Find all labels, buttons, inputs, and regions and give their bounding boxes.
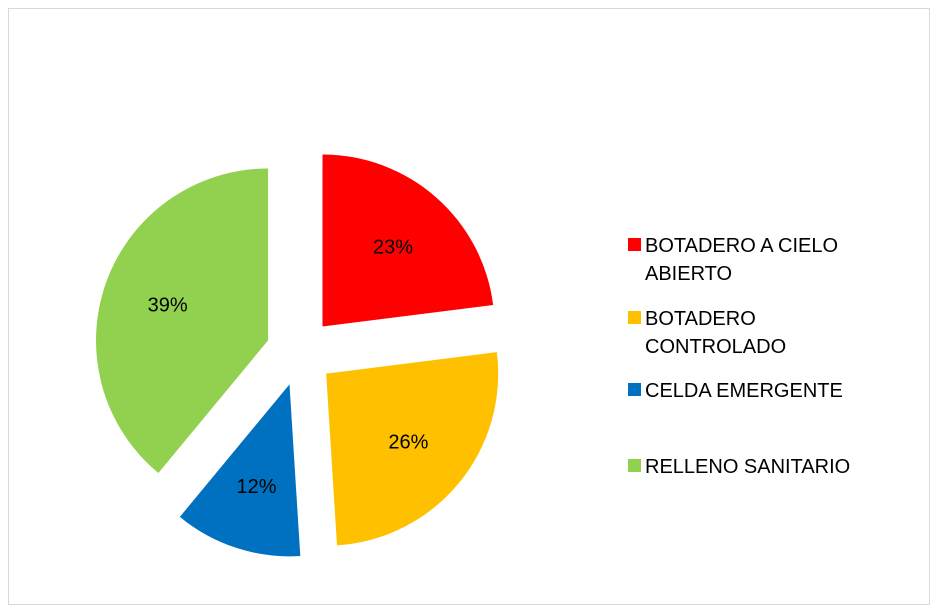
pie-slice [326,352,499,546]
legend-label: CELDA EMERGENTE [645,380,843,402]
data-label: 39% [148,294,188,316]
legend-swatch [628,459,641,472]
pie-slice [179,384,301,557]
legend-label: BOTADERO CONTROLADO [645,308,786,358]
pie-slice [322,154,494,327]
legend-swatch [628,311,641,324]
legend-swatch [628,238,641,251]
data-label: 12% [237,476,277,498]
data-label: 26% [388,432,428,454]
data-label: 23% [373,237,413,259]
pie-slice [96,168,269,474]
legend-label: RELLENO SANITARIO [645,456,850,478]
legend-swatch [628,383,641,396]
legend-label: BOTADERO A CIELO ABIERTO [645,235,838,285]
